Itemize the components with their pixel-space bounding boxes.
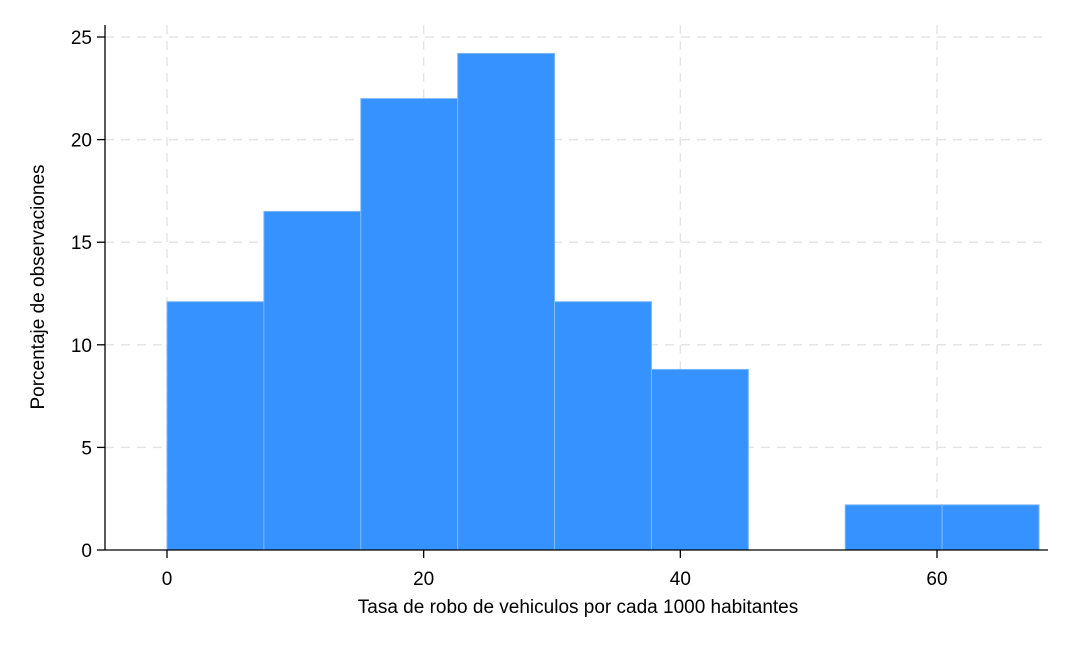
x-tick-label: 40 — [670, 569, 691, 590]
x-ticks: 0 20 40 60 — [162, 550, 948, 590]
histogram-bar — [844, 504, 943, 551]
y-tick-label: 15 — [71, 233, 92, 254]
y-tick-label: 25 — [71, 28, 92, 49]
y-ticks: 0 5 10 15 20 25 — [71, 28, 105, 562]
histogram-bar — [166, 301, 265, 551]
y-tick-label: 5 — [81, 438, 92, 459]
histogram-bar — [263, 210, 362, 551]
histogram-bar — [360, 98, 459, 551]
histogram-bar — [941, 504, 1040, 551]
y-axis-title: Porcentaje de observaciones — [28, 164, 49, 409]
y-tick-label: 10 — [71, 336, 92, 357]
x-axis-title: Tasa de robo de vehiculos por cada 1000 … — [358, 597, 798, 618]
histogram-bars — [166, 52, 1040, 551]
y-tick-label: 20 — [71, 131, 92, 152]
y-tick-label: 0 — [81, 541, 92, 562]
x-tick-label: 60 — [926, 569, 947, 590]
x-tick-label: 0 — [162, 569, 173, 590]
histogram-bar — [650, 368, 749, 551]
x-tick-label: 20 — [413, 569, 434, 590]
histogram-bar — [457, 52, 556, 551]
axes — [104, 25, 1048, 551]
histogram-bar — [554, 301, 652, 551]
